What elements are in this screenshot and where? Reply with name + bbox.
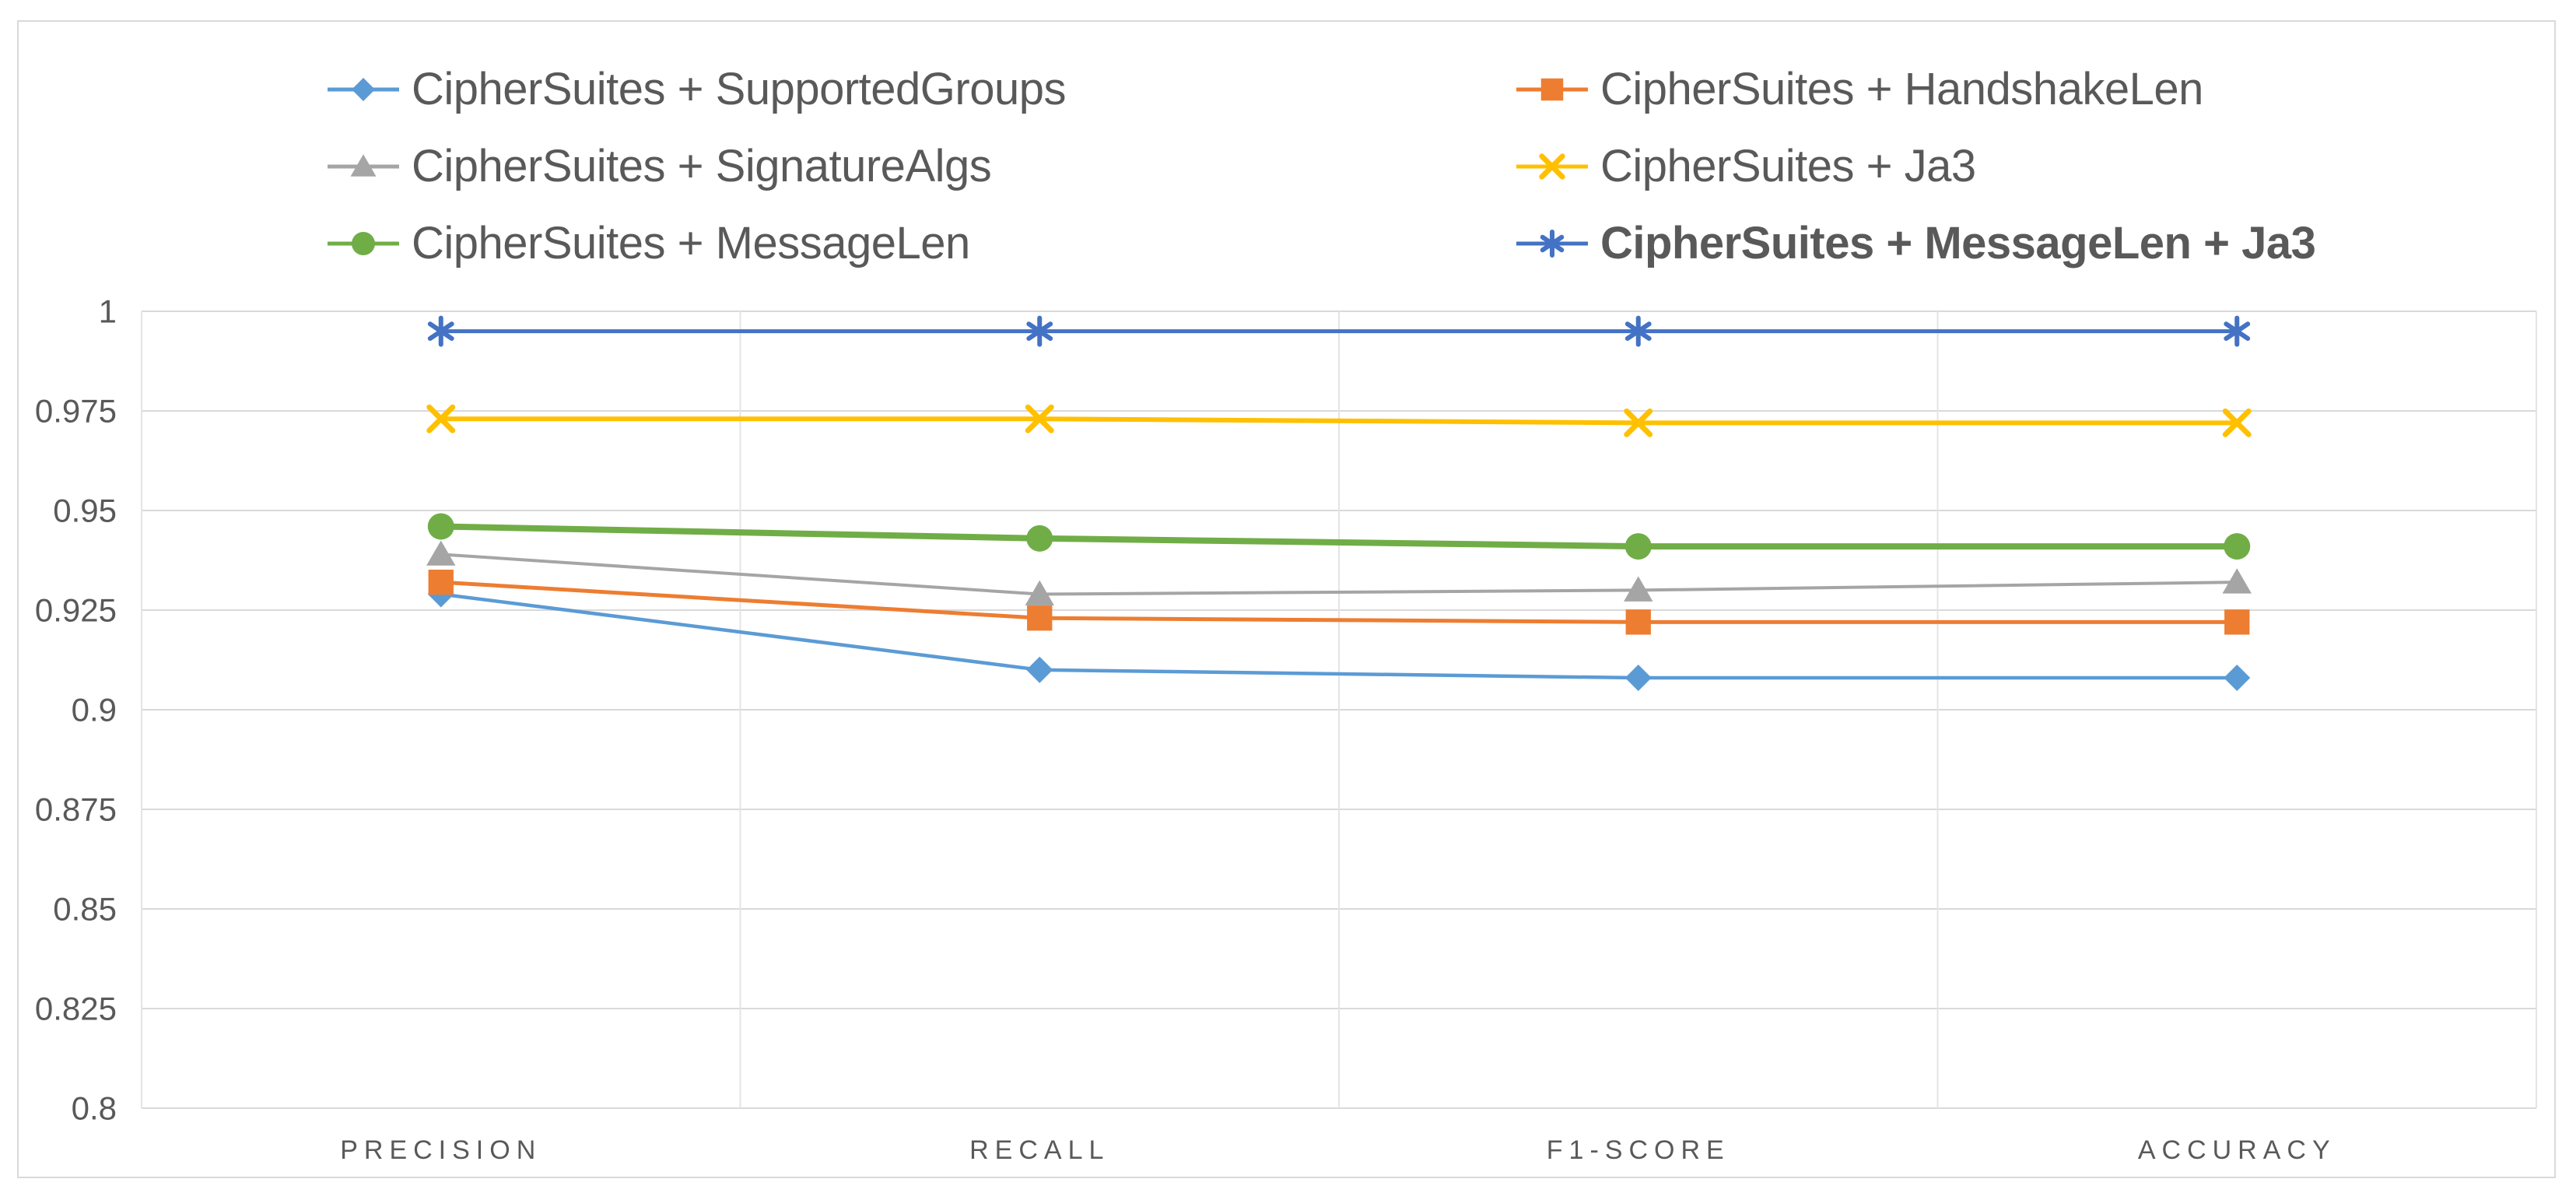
y-axis-tick-label: 0.825 <box>35 991 117 1027</box>
legend-item: CipherSuites + HandshakeLen <box>1515 62 2203 117</box>
legend-square-icon <box>1516 78 1588 101</box>
series-line <box>440 416 2238 426</box>
legend-label: CipherSuites + Ja3 <box>1600 141 1976 191</box>
data-point-marker-x <box>1025 404 1054 433</box>
data-point-marker-x <box>426 404 456 433</box>
data-point-marker-triangle <box>350 154 377 177</box>
series-line <box>440 592 2238 680</box>
data-point-marker-asterisk <box>1026 315 1053 347</box>
legend-item: CipherSuites + SupportedGroups <box>326 62 1067 117</box>
legend-item: CipherSuites + SignatureAlgs <box>326 139 992 194</box>
legend-asterisk-icon <box>1516 230 1588 258</box>
data-point-marker-diamond <box>352 78 375 101</box>
series-line <box>440 553 2238 596</box>
x-axis-category-label: F1-SCORE <box>1547 1135 1730 1165</box>
data-point-marker-triangle <box>426 540 456 566</box>
legend-circle-icon <box>328 232 399 255</box>
legend-label: CipherSuites + SignatureAlgs <box>412 141 992 191</box>
data-point-marker-asterisk <box>1624 315 1652 347</box>
y-axis-tick-label: 0.9 <box>72 692 117 728</box>
data-point-marker-diamond <box>1624 665 1652 692</box>
data-point-marker-triangle <box>2222 568 2252 594</box>
data-point-marker-square <box>428 570 454 595</box>
x-axis-category-label: PRECISION <box>340 1135 541 1165</box>
x-axis-category-label: ACCURACY <box>2138 1135 2336 1165</box>
y-axis-tick-label: 0.875 <box>35 791 117 828</box>
data-point-marker-diamond <box>1026 656 1053 683</box>
legend-x-icon <box>1516 153 1588 180</box>
legend-label: CipherSuites + HandshakeLen <box>1600 64 2203 114</box>
data-point-marker-x <box>1539 153 1565 180</box>
data-point-marker-triangle <box>1025 580 1054 605</box>
y-axis-tick-label: 0.85 <box>53 891 117 928</box>
legend-item: CipherSuites + MessageLen + Ja3 <box>1515 216 2316 271</box>
data-point-marker-circle <box>1624 533 1652 560</box>
y-axis-tick-label: 0.8 <box>72 1090 117 1127</box>
data-point-marker-asterisk <box>2224 315 2251 347</box>
data-point-marker-square <box>1540 78 1564 101</box>
legend-item: CipherSuites + Ja3 <box>1515 139 1976 194</box>
x-axis-category-label: RECALL <box>969 1135 1109 1165</box>
data-point-marker-triangle <box>1624 576 1653 602</box>
legend-label: CipherSuites + MessageLen <box>412 218 970 268</box>
data-point-marker-asterisk <box>1540 230 1565 258</box>
data-point-marker-circle <box>352 232 375 255</box>
y-axis-tick-label: 0.95 <box>53 493 117 529</box>
legend-triangle-icon <box>328 154 399 177</box>
data-point-marker-square <box>1625 609 1651 635</box>
y-axis-tick-label: 0.925 <box>35 592 117 629</box>
y-axis-tick-label: 1 <box>99 293 117 330</box>
data-point-marker-square <box>1027 605 1053 631</box>
series-line <box>440 580 2238 624</box>
legend-diamond-icon <box>328 78 399 101</box>
data-point-marker-x <box>1624 408 1653 437</box>
legend-label: CipherSuites + MessageLen + Ja3 <box>1600 218 2316 268</box>
y-axis-tick-label: 0.975 <box>35 393 117 430</box>
chart-legend: CipherSuites + SupportedGroups CipherSuit… <box>0 0 2576 296</box>
data-point-marker-x <box>2222 408 2252 437</box>
data-point-marker-asterisk <box>427 315 454 347</box>
data-point-marker-circle <box>1026 525 1053 552</box>
legend-label: CipherSuites + SupportedGroups <box>412 64 1067 114</box>
data-point-marker-diamond <box>2224 665 2251 692</box>
data-point-marker-circle <box>427 513 454 540</box>
series-line <box>440 523 2238 550</box>
legend-item: CipherSuites + MessageLen <box>326 216 970 271</box>
data-point-marker-square <box>2224 609 2250 635</box>
data-point-marker-circle <box>2224 533 2251 560</box>
